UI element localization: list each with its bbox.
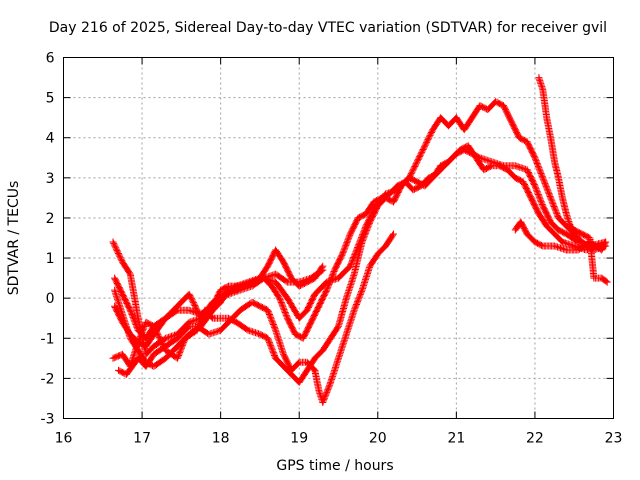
x-tick-label: 21: [447, 431, 465, 447]
x-axis-label: GPS time / hours: [276, 458, 393, 474]
series-trace-8: [535, 74, 611, 286]
y-tick-label: 4: [46, 131, 55, 147]
y-axis-label: SDTVAR / TECUs: [6, 181, 22, 296]
y-tick-label: -3: [41, 412, 55, 428]
data-point-markers: [111, 142, 610, 370]
y-tick-label: 3: [46, 171, 55, 187]
series-trace-5: [111, 142, 610, 370]
y-tick-label: 2: [46, 211, 55, 227]
x-tick-label: 23: [605, 431, 623, 447]
x-tick-label: 19: [290, 431, 308, 447]
data-series: [109, 74, 611, 406]
data-point-markers: [111, 266, 327, 350]
data-point-markers: [535, 74, 611, 286]
y-tick-label: 0: [46, 291, 55, 307]
y-tick-label: 6: [46, 51, 55, 67]
x-tick-label: 18: [212, 431, 230, 447]
x-tick-label: 22: [526, 431, 544, 447]
data-point-markers: [111, 98, 610, 342]
series-trace-3: [109, 146, 610, 386]
y-tick-label: 5: [46, 91, 55, 107]
plot-frame: [63, 57, 614, 419]
x-tick-label: 20: [369, 431, 387, 447]
x-tick-label: 17: [133, 431, 151, 447]
chart-title: Day 216 of 2025, Sidereal Day-to-day VTE…: [49, 20, 607, 36]
series-trace-2: [111, 98, 610, 342]
y-tick-label: 1: [46, 251, 55, 267]
y-tick-label: -2: [41, 371, 55, 387]
y-tick-label: -1: [41, 331, 55, 347]
x-tick-label: 16: [55, 431, 73, 447]
series-trace-6: [111, 266, 327, 350]
data-point-markers: [109, 146, 610, 386]
